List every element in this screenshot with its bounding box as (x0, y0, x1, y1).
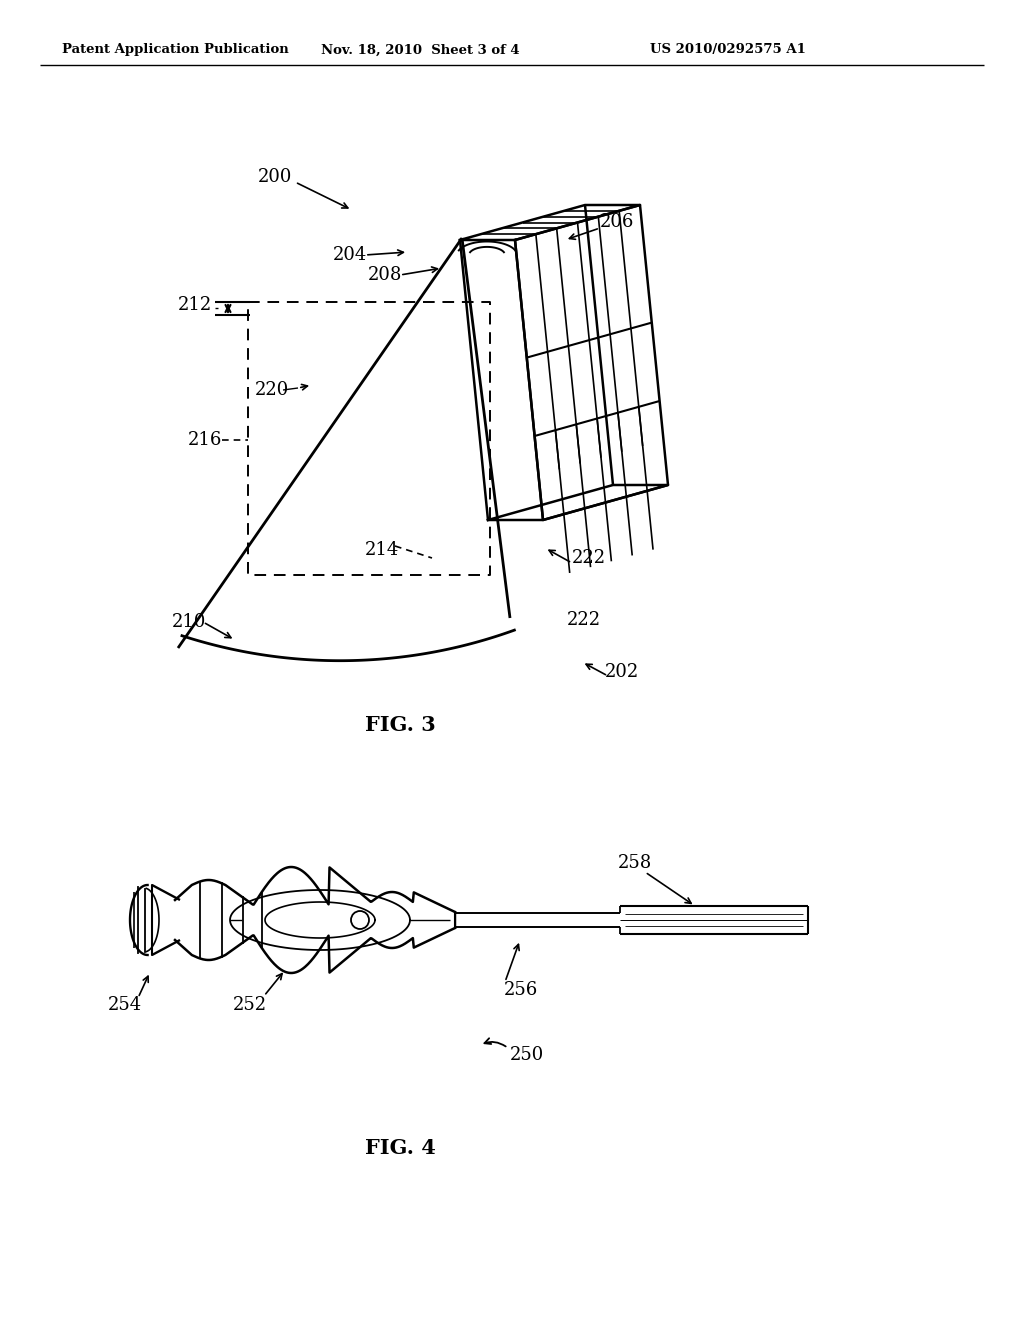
Text: FIG. 4: FIG. 4 (365, 1138, 435, 1158)
Text: 214: 214 (365, 541, 399, 558)
Text: 216: 216 (188, 432, 222, 449)
Text: 200: 200 (258, 168, 293, 186)
Text: Patent Application Publication: Patent Application Publication (62, 44, 289, 57)
Text: FIG. 3: FIG. 3 (365, 715, 435, 735)
Text: 222: 222 (572, 549, 606, 568)
Text: 208: 208 (368, 267, 402, 284)
Text: 222: 222 (567, 611, 601, 630)
Text: 250: 250 (510, 1045, 544, 1064)
Text: Nov. 18, 2010  Sheet 3 of 4: Nov. 18, 2010 Sheet 3 of 4 (321, 44, 519, 57)
Text: 258: 258 (618, 854, 652, 873)
Text: US 2010/0292575 A1: US 2010/0292575 A1 (650, 44, 806, 57)
Text: 202: 202 (605, 663, 639, 681)
Text: 212: 212 (178, 296, 212, 314)
Text: 252: 252 (233, 997, 267, 1014)
Text: 256: 256 (504, 981, 539, 999)
Text: 204: 204 (333, 246, 368, 264)
Text: 206: 206 (600, 213, 635, 231)
Text: 220: 220 (255, 381, 289, 399)
Text: 254: 254 (108, 997, 142, 1014)
Text: 210: 210 (172, 612, 207, 631)
